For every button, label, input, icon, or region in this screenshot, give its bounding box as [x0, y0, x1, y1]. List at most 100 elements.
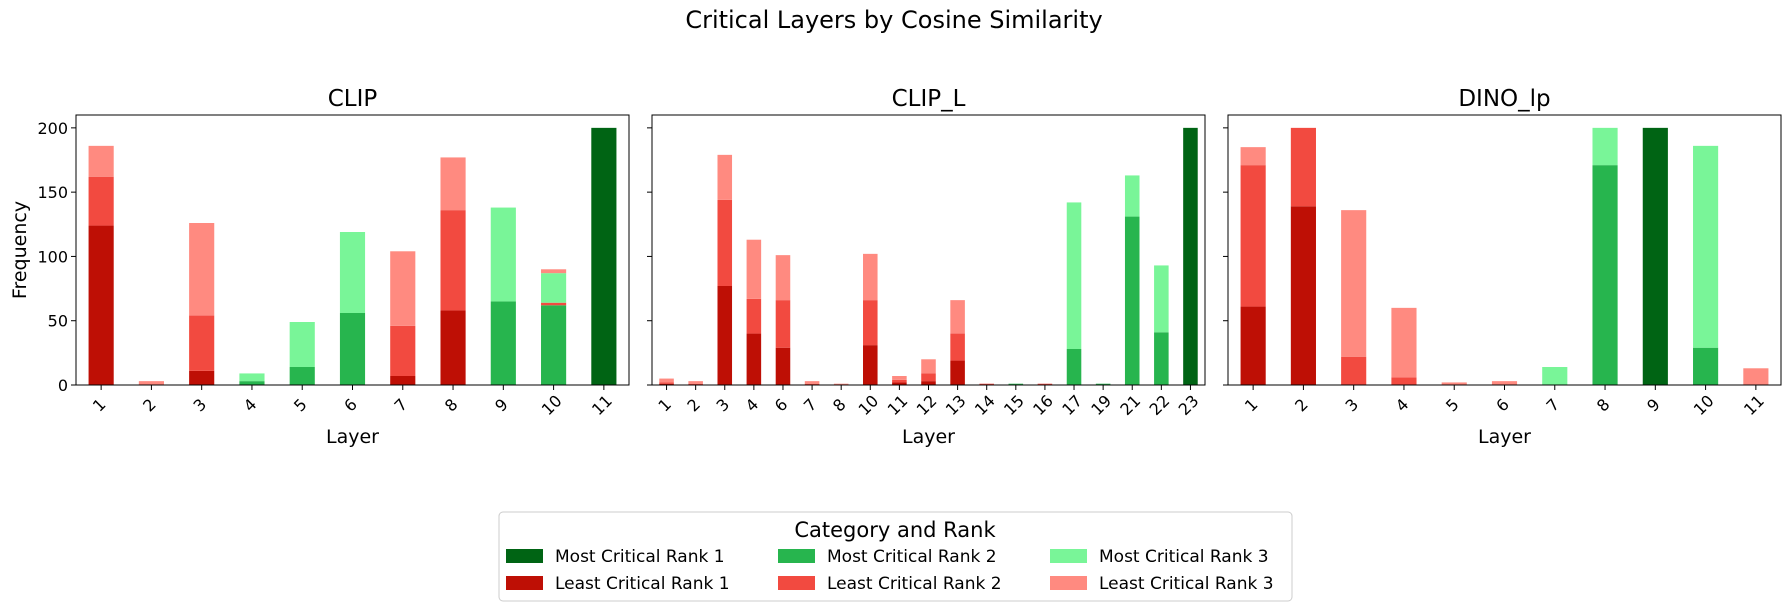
panel-clip-l: CLIP_L1 2 3 4 6 7 8 10 11 12 13 14 15 16 17 19 21 22 23Lay… [647, 86, 1206, 448]
x-tick-label: 2 [1291, 395, 1312, 416]
series-least-critical-rank-1 [1240, 206, 1316, 385]
panel-title: CLIP_L [892, 86, 966, 112]
legend-swatch [778, 576, 815, 590]
bar-clip-layer-1-least-critical-rank-1 [88, 225, 114, 385]
x-tick-label: 10 [854, 391, 882, 419]
x-tick-label: 6 [771, 395, 792, 416]
x-tick-label: 14 [971, 391, 999, 419]
series-most-critical-rank-1 [591, 127, 617, 386]
bar-clip-l-layer-1-least-critical-rank-1 [659, 383, 674, 385]
panel-dino-lp: DINO_lp 1 2 3 4 5 6 7 8 9 10 11 Layer [1223, 86, 1782, 448]
series-least-critical-rank-1 [659, 286, 965, 385]
bar-clip-l-layer-3-least-critical-rank-1 [717, 286, 733, 385]
bar-clip-l-layer-3-least-critical-rank-3 [717, 154, 733, 200]
legend-swatch [778, 549, 815, 563]
x-tick-label: 3 [1341, 395, 1362, 416]
series-least-critical-rank-1 [88, 225, 466, 385]
x-tick-label: 11 [1740, 391, 1768, 419]
bar-clip-l-layer-13-least-critical-rank-1 [950, 360, 965, 385]
legend-label: Least Critical Rank 2 [827, 574, 1002, 594]
bar-clip-l-layer-10-least-critical-rank-1 [863, 345, 878, 385]
legend-swatch [1050, 549, 1087, 563]
bar-clip-l-layer-15-most-critical-rank-2 [1008, 383, 1024, 385]
legend-entry-least-critical-rank-3: Least Critical Rank 3 [1050, 574, 1274, 594]
x-tick-label: 19 [1087, 391, 1115, 419]
panel-clip: CLIP 0 50 100 150 200 1 2 3 4 5 6 7 8 9 10 11 Layer Freque… [9, 86, 630, 448]
x-tick-label: 11 [588, 391, 616, 419]
bar-clip-l-layer-10-least-critical-rank-3 [863, 253, 878, 301]
bar-clip-layer-8-least-critical-rank-1 [440, 310, 466, 385]
bar-clip-layer-1-least-critical-rank-2 [88, 176, 114, 226]
bar-clip-layer-8-least-critical-rank-2 [440, 210, 466, 311]
bar-clip-layer-10-least-critical-rank-3 [541, 269, 567, 274]
bar-clip-l-layer-17-most-critical-rank-2 [1066, 349, 1082, 385]
legend-label: Most Critical Rank 2 [827, 547, 997, 567]
x-tick-label: 7 [391, 395, 412, 416]
x-tick-label: 8 [441, 395, 462, 416]
x-tick-label: 5 [290, 395, 311, 416]
x-tick-label: 8 [829, 395, 850, 416]
bar-clip-l-layer-10-least-critical-rank-2 [863, 300, 878, 346]
x-tick-label: 7 [800, 395, 821, 416]
bar-dino-lp-layer-5-least-critical-rank-3 [1441, 382, 1467, 385]
bar-clip-l-layer-1-least-critical-rank-2 [659, 382, 674, 384]
x-tick-label: 15 [1000, 391, 1028, 419]
bar-clip-l-layer-12-least-critical-rank-2 [921, 373, 936, 382]
legend-label: Least Critical Rank 1 [555, 574, 730, 594]
y-tick-label: 50 [48, 312, 68, 331]
bar-clip-l-layer-21-most-critical-rank-2 [1124, 216, 1140, 385]
bar-clip-l-layer-11-least-critical-rank-3 [892, 376, 907, 380]
bar-clip-l-layer-11-least-critical-rank-1 [892, 382, 907, 385]
bar-clip-l-layer-14-least-critical-rank-2 [979, 383, 994, 385]
bar-clip-layer-5-most-critical-rank-2 [289, 367, 315, 385]
series-most-critical-rank-1 [1183, 127, 1198, 386]
bar-clip-l-layer-13-least-critical-rank-3 [950, 300, 965, 334]
axes-frame [651, 114, 1206, 386]
bar-dino-lp-layer-4-least-critical-rank-3 [1391, 307, 1417, 378]
bar-dino-lp-layer-1-least-critical-rank-2 [1240, 165, 1266, 307]
x-tick-label: 11 [884, 391, 912, 419]
x-tick-label: 13 [942, 391, 970, 419]
legend: Category and Rank Most Critical Rank 1 Le… [498, 511, 1293, 602]
y-axis-label: Frequency [9, 201, 31, 299]
bar-dino-lp-layer-1-least-critical-rank-3 [1240, 147, 1266, 166]
x-tick-label: 8 [1593, 395, 1614, 416]
figure-title: Critical Layers by Cosine Similarity [685, 6, 1102, 34]
bar-clip-l-layer-23-most-critical-rank-1 [1183, 127, 1198, 386]
bar-clip-layer-3-least-critical-rank-3 [189, 223, 215, 316]
bar-clip-l-layer-2-least-critical-rank-2 [688, 383, 703, 385]
y-tick-label: 200 [37, 119, 68, 138]
legend-entry-most-critical-rank-2: Most Critical Rank 2 [778, 547, 997, 567]
x-tick-label: 3 [713, 395, 734, 416]
y-tick-label: 150 [37, 183, 68, 202]
bar-clip-layer-9-most-critical-rank-2 [490, 301, 516, 385]
bar-clip-l-layer-22-most-critical-rank-2 [1154, 332, 1169, 385]
bar-clip-layer-10-most-critical-rank-2 [541, 305, 567, 385]
bar-clip-l-layer-2-least-critical-rank-3 [688, 381, 703, 384]
bar-clip-l-layer-16-least-critical-rank-2 [1037, 383, 1053, 385]
x-tick-label: 2 [683, 395, 704, 416]
bar-clip-layer-10-least-critical-rank-2 [541, 302, 567, 306]
bar-clip-layer-9-most-critical-rank-3 [490, 207, 516, 302]
bar-dino-lp-layer-2-least-critical-rank-1 [1290, 206, 1316, 385]
legend-label: Most Critical Rank 1 [555, 547, 725, 567]
bar-dino-lp-layer-8-most-critical-rank-3 [1592, 127, 1618, 166]
bar-dino-lp-layer-11-least-critical-rank-3 [1743, 368, 1769, 385]
bar-clip-layer-2-least-critical-rank-3 [138, 381, 164, 385]
x-axis-label: Layer [326, 426, 379, 448]
bar-dino-lp-layer-6-least-critical-rank-3 [1491, 381, 1518, 385]
bar-clip-l-layer-7-least-critical-rank-3 [804, 381, 820, 384]
x-tick-label: 2 [139, 395, 160, 416]
bar-clip-layer-11-most-critical-rank-1 [591, 127, 617, 386]
legend-label: Most Critical Rank 3 [1099, 547, 1269, 567]
legend-swatch [1050, 576, 1087, 590]
bar-clip-l-layer-6-least-critical-rank-2 [775, 300, 791, 348]
bar-clip-layer-3-least-critical-rank-2 [189, 315, 215, 371]
x-tick-label: 12 [913, 391, 941, 419]
bar-dino-lp-layer-1-least-critical-rank-1 [1240, 306, 1266, 385]
x-tick-label: 1 [89, 395, 110, 416]
series-least-critical-rank-3 [88, 145, 567, 385]
series-least-critical-rank-2 [659, 199, 1053, 385]
panel-title: CLIP [328, 86, 378, 112]
